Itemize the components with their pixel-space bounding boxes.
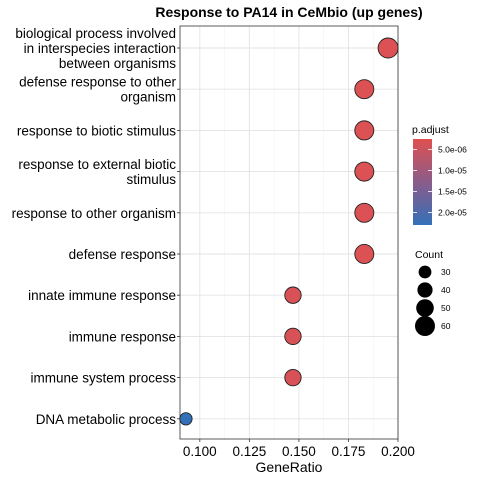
data-point (354, 244, 375, 264)
color-legend-title: p.adjust (412, 124, 449, 136)
color-legend: p.adjust 5.0e-06 1.0e-05 1.5e-05 2.0e-05 (412, 124, 467, 225)
y-tick-label: defense response to other organism (19, 75, 176, 105)
chart-title: Response to PA14 in CeMbio (up genes) (155, 4, 422, 20)
size-legend-label: 60 (441, 321, 451, 331)
y-tick-label: immune response (69, 329, 176, 344)
y-tick-label: DNA metabolic process (36, 412, 177, 427)
data-point (284, 286, 302, 304)
plot-panel (179, 25, 399, 440)
data-point (354, 202, 375, 223)
size-legend-circle (418, 265, 432, 279)
x-tick-label: 0.125 (232, 444, 266, 459)
x-tick-label: 0.150 (282, 444, 316, 459)
y-tick-label: response to external biotic stimulus (18, 157, 176, 187)
size-legend: Count 30 40 50 60 (415, 249, 451, 336)
y-tick-label: defense response (69, 247, 176, 262)
data-point (284, 368, 302, 387)
x-axis-ticks: 0.100 0.125 0.150 0.175 0.200 (183, 439, 415, 459)
data-point (354, 161, 375, 182)
data-point (354, 120, 375, 141)
y-tick-label: immune system process (30, 371, 176, 386)
y-axis-labels: biological process involved in interspeci… (12, 26, 180, 427)
y-tick-label: response to other organism (12, 206, 176, 221)
size-legend-circle (415, 316, 435, 336)
data-points (179, 37, 399, 426)
size-legend-label: 50 (441, 303, 451, 313)
x-tick-label: 0.100 (183, 444, 217, 459)
x-tick-label: 0.175 (332, 444, 366, 459)
size-legend-label: 30 (441, 267, 451, 277)
y-tick-label: biological process involved in interspeci… (15, 26, 176, 71)
data-point (284, 327, 302, 346)
data-point (179, 412, 193, 426)
data-point (354, 79, 375, 100)
y-tick-label: response to biotic stimulus (17, 123, 176, 138)
x-axis-label: GeneRatio (256, 459, 323, 475)
data-point (377, 37, 399, 59)
size-legend-circle (417, 282, 433, 298)
color-legend-bar (413, 139, 432, 225)
size-legend-circle (416, 299, 434, 317)
x-tick-label: 0.200 (381, 444, 415, 459)
color-legend-label: 1.0e-05 (438, 165, 467, 175)
y-tick-label: innate immune response (28, 288, 176, 303)
size-legend-title: Count (415, 249, 443, 261)
color-legend-label: 2.0e-05 (438, 207, 467, 217)
size-legend-label: 40 (441, 285, 451, 295)
color-legend-label: 5.0e-06 (438, 144, 467, 154)
color-legend-label: 1.5e-05 (438, 186, 467, 196)
